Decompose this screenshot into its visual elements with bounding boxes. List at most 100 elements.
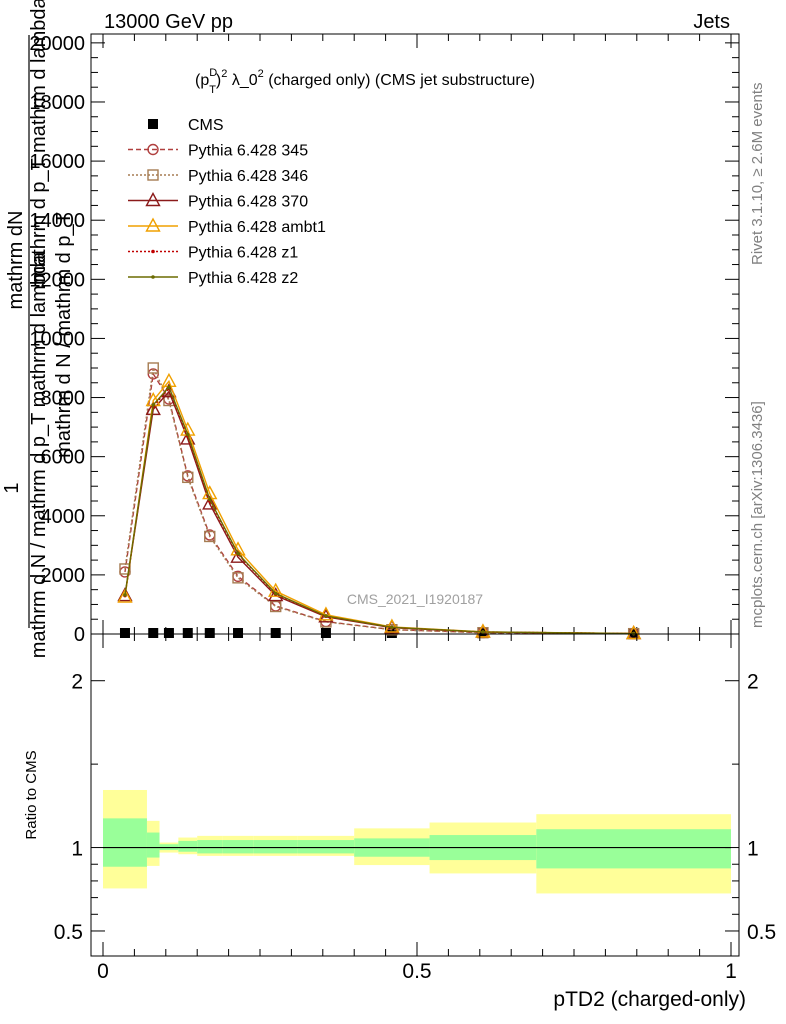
x-axis-label: pTD2 (charged-only): [553, 988, 746, 1011]
data-point: [202, 495, 218, 510]
jets-label: Jets: [693, 11, 730, 33]
series-pythia-6-428-z2: [123, 385, 636, 636]
y-label-numerator-inner: mathrm d p_T mathrm d lambda: [28, 0, 50, 283]
data-point: [182, 628, 193, 638]
legend-label: Pythia 6.428 345: [188, 143, 308, 160]
data-point: [236, 551, 240, 556]
data-point: [145, 400, 161, 416]
main-y-label: mathrm dN mathrm d p_T mathrm d lambda 1…: [1, 0, 75, 658]
data-point: [233, 628, 244, 638]
legend-item: Pythia 6.428 346: [128, 168, 308, 185]
ratio-y-tick-label-right: 2: [747, 671, 759, 694]
data-point: [147, 362, 159, 374]
ratio-y-label: Ratio to CMS: [23, 750, 40, 839]
main-y-tick-label: 10000: [29, 328, 85, 350]
x-tick-label: 0.5: [402, 960, 431, 983]
ratio-inner-band: [297, 840, 355, 854]
legend-label: Pythia 6.428 346: [188, 168, 308, 185]
mcplots-label: mcplots.cern.ch [arXiv:1306.3436]: [749, 401, 766, 628]
main-y-tick-label: 12000: [29, 269, 85, 291]
legend-label: Pythia 6.428 z2: [188, 270, 298, 287]
ratio-ticks: 0.5 0.5 1 1 2 2 0 0.5 1: [54, 634, 776, 983]
data-point: [232, 572, 244, 584]
data-point: [119, 563, 131, 575]
legend-item: CMS: [148, 117, 224, 134]
legend-item: Pythia 6.428 370: [128, 192, 308, 211]
data-point: [123, 593, 127, 597]
legend-item: Pythia 6.428 z2: [128, 270, 298, 287]
plot-title: (pD T)2 λ_02 (charged only) (CMS jet subs…: [195, 67, 535, 96]
data-point: [167, 385, 171, 390]
legend-item: Pythia 6.428 z1: [128, 245, 298, 262]
main-y-tick-label: 6000: [41, 447, 86, 469]
data-point: [625, 625, 642, 640]
ratio-y-tick-label: 0.5: [54, 921, 83, 944]
main-series: [117, 362, 642, 640]
main-y-tick-label: 8000: [41, 388, 86, 410]
ratio-inner-band: [197, 840, 223, 854]
y-label-denominator: mathrm d N / mathrm d p_T: [53, 212, 75, 458]
main-y-tick-label: 18000: [29, 92, 85, 114]
data-point: [182, 471, 194, 484]
data-point: [481, 630, 485, 634]
data-point: [204, 530, 216, 543]
main-y-tick-label: 2000: [41, 565, 86, 587]
y-label-one: 1: [1, 482, 23, 493]
x-tick-label: 0: [97, 960, 109, 983]
data-point: [320, 628, 331, 638]
ratio-inner-band: [178, 840, 198, 852]
data-point: [270, 600, 282, 613]
main-plot: 0 2000 4000 6000 8000 10000 12000 14000 16000 180…: [29, 33, 740, 646]
ratio-y-tick-label: 2: [71, 671, 83, 694]
data-point: [163, 628, 174, 638]
data-point: [324, 614, 328, 618]
ratio-y-tick-label-right: 1: [747, 838, 759, 861]
data-point: [185, 432, 190, 437]
legend: CMS Pythia 6.428 345 Pythia 6.428 346 Pythi…: [128, 117, 326, 287]
main-y-tick-label: 4000: [41, 506, 86, 528]
data-point: [148, 628, 159, 638]
x-tick-label: 1: [725, 960, 737, 983]
main-y-tick-label: 16000: [29, 151, 85, 173]
legend-label: Pythia 6.428 370: [188, 194, 308, 211]
ratio-plot: 0.5 0.5 1 1 2 2 0 0.5 1 Ratio to CMS pTD2 (charg…: [23, 633, 776, 1011]
ratio-inner-band: [103, 818, 147, 867]
ratio-y-tick-label-right: 0.5: [747, 921, 776, 944]
data-point: [117, 587, 133, 602]
legend-marker: [147, 143, 159, 156]
legend-marker: [145, 192, 161, 207]
data-point: [119, 628, 130, 638]
main-y-ticks: 0 2000 4000 6000 8000 10000 12000 14000 16000 180…: [29, 33, 739, 646]
ratio-y-tick-label: 1: [71, 838, 83, 861]
ratio-plot-frame: [90, 633, 740, 957]
legend-label: Pythia 6.428 ambt1: [188, 219, 326, 236]
data-point: [147, 368, 159, 380]
legend-marker: [151, 249, 155, 254]
data-point: [207, 497, 212, 502]
data-point: [204, 628, 215, 638]
data-point: [151, 403, 156, 407]
data-point: [384, 618, 400, 633]
ratio-inner-band: [536, 829, 731, 869]
legend-marker: [148, 119, 158, 129]
legend-label: CMS: [188, 117, 224, 134]
y-label-numerator-outer: mathrm dN: [5, 211, 27, 310]
legend-marker: [147, 169, 159, 181]
rivet-version-label: Rivet 3.1.10, ≥ 2.6M events: [749, 83, 766, 266]
ratio-error-bands: [103, 789, 731, 894]
main-y-tick-label: 20000: [29, 33, 85, 55]
data-point: [390, 625, 394, 630]
series-line: [124, 365, 634, 635]
y-label-numerator: mathrm d N / mathrm d p_T mathrm d lambd…: [28, 251, 50, 658]
main-y-tick-label: 0: [74, 624, 85, 646]
data-point: [273, 591, 278, 596]
ratio-inner-band: [253, 840, 298, 854]
energy-label: 13000 GeV pp: [104, 11, 233, 33]
data-point: [270, 628, 281, 638]
main-y-tick-label: 14000: [29, 210, 85, 232]
data-point: [475, 623, 491, 638]
legend-marker: [145, 217, 161, 232]
analysis-watermark: CMS_2021_I1920187: [347, 591, 483, 607]
legend-item: Pythia 6.428 345: [128, 143, 308, 160]
